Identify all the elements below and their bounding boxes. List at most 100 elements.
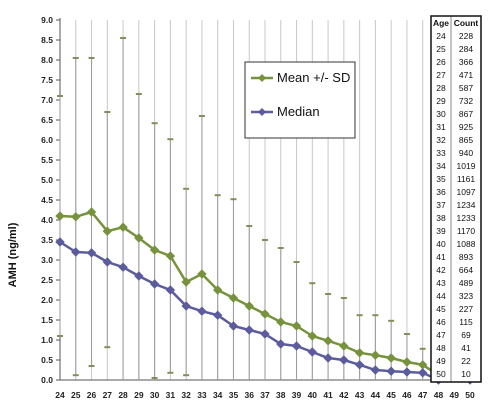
x-tick-label: 44 — [371, 390, 381, 400]
x-tick-label: 25 — [71, 390, 81, 400]
series-point — [402, 367, 412, 377]
series-point — [149, 245, 160, 255]
series-point — [244, 301, 254, 311]
series-point — [86, 207, 97, 217]
table-cell-count: 587 — [459, 83, 473, 93]
series-point — [291, 341, 302, 351]
x-tick-label: 38 — [276, 390, 286, 400]
table-cell-age: 30 — [436, 109, 446, 119]
x-tick-label: 43 — [355, 390, 365, 400]
series-point — [323, 353, 333, 363]
y-axis-title: AMH (ng/ml) — [7, 222, 19, 287]
y-tick-label: 3.5 — [41, 235, 53, 245]
series-point — [386, 366, 396, 376]
table-cell-age: 33 — [436, 148, 446, 158]
table-cell-count: 366 — [459, 57, 473, 67]
series-point — [55, 211, 65, 221]
table-cell-age: 36 — [436, 187, 446, 197]
series-point — [102, 226, 113, 236]
x-tick-label: 49 — [449, 390, 459, 400]
series-point — [354, 348, 365, 358]
x-tick-label: 45 — [386, 390, 396, 400]
table-cell-count: 227 — [459, 304, 473, 314]
series-point — [276, 339, 286, 349]
table-cell-age: 40 — [436, 239, 446, 249]
table-cell-age: 27 — [436, 70, 446, 80]
table-cell-count: 1233 — [457, 213, 476, 223]
table-cell-count: 925 — [459, 122, 473, 132]
table-cell-count: 664 — [459, 265, 473, 275]
table-cell-count: 471 — [459, 70, 473, 80]
x-tick-label: 33 — [197, 390, 207, 400]
table-cell-count: 323 — [459, 291, 473, 301]
legend: Mean +/- SD Median — [244, 61, 356, 139]
x-tick-label: 48 — [434, 390, 444, 400]
table-cell-count: 940 — [459, 148, 473, 158]
table-cell-age: 46 — [436, 317, 446, 327]
series-point — [118, 262, 128, 272]
series-point — [307, 347, 318, 357]
series-point — [102, 257, 113, 267]
table-cell-age: 43 — [436, 278, 446, 288]
legend-label: Median — [277, 104, 320, 119]
table-cell-age: 38 — [436, 213, 446, 223]
y-tick-label: 1.5 — [41, 315, 53, 325]
table-cell-age: 41 — [436, 252, 446, 262]
table-cell-age: 39 — [436, 226, 446, 236]
x-tick-label: 31 — [166, 390, 176, 400]
series-point — [149, 279, 160, 289]
table-cell-count: 867 — [459, 109, 473, 119]
table-cell-age: 34 — [436, 161, 446, 171]
series-point — [118, 222, 128, 232]
series-point — [181, 301, 191, 311]
series-point — [417, 368, 428, 378]
x-tick-label: 36 — [244, 390, 254, 400]
x-tick-label: 26 — [87, 390, 97, 400]
table-cell-count: 489 — [459, 278, 473, 288]
age-count-table: Age Count 24 228 25 284 26 366 27 471 28 587 29 732 30… — [430, 15, 482, 383]
series-point — [134, 233, 144, 243]
table-cell-count: 22 — [461, 356, 471, 366]
x-tick-label: 47 — [418, 390, 428, 400]
series-point — [71, 247, 81, 257]
x-tick-label: 50 — [465, 390, 475, 400]
legend-label: Mean +/- SD — [277, 70, 350, 85]
series-point — [323, 336, 333, 346]
series-point — [228, 321, 239, 331]
table-cell-count: 1161 — [457, 174, 476, 184]
legend-box — [244, 61, 356, 139]
y-tick-label: 1.0 — [41, 335, 53, 345]
series-point — [71, 212, 81, 222]
y-tick-label: 8.0 — [41, 55, 53, 65]
table-cell-age: 24 — [436, 31, 446, 41]
series-point — [244, 325, 254, 335]
y-tick-label: 0.5 — [41, 355, 53, 365]
table-cell-count: 1019 — [457, 161, 476, 171]
y-tick-label: 6.0 — [41, 135, 53, 145]
y-tick-label: 0.0 — [41, 375, 53, 385]
series-point — [197, 269, 207, 279]
table-cell-count: 893 — [459, 252, 473, 262]
x-tick-label: 40 — [308, 390, 318, 400]
table-cell-age: 29 — [436, 96, 446, 106]
table-cell-age: 32 — [436, 135, 446, 145]
series-layer — [55, 207, 475, 385]
series-point — [212, 310, 223, 320]
table-cell-age: 37 — [436, 200, 446, 210]
table-cell-count: 1234 — [457, 200, 476, 210]
series-point — [260, 329, 270, 339]
table-cell-age: 26 — [436, 57, 446, 67]
y-tick-label: 8.5 — [41, 35, 53, 45]
series-point — [134, 271, 144, 281]
series-point — [402, 357, 412, 367]
table-cell-count: 69 — [461, 330, 471, 340]
x-tick-label: 30 — [150, 390, 160, 400]
table-cell-age: 44 — [436, 291, 446, 301]
table-cell-count: 865 — [459, 135, 473, 145]
y-tick-label: 7.0 — [41, 95, 53, 105]
table-cell-count: 1170 — [457, 226, 476, 236]
table-cell-age: 47 — [436, 330, 446, 340]
series-point — [307, 331, 318, 341]
x-tick-label: 27 — [103, 390, 113, 400]
